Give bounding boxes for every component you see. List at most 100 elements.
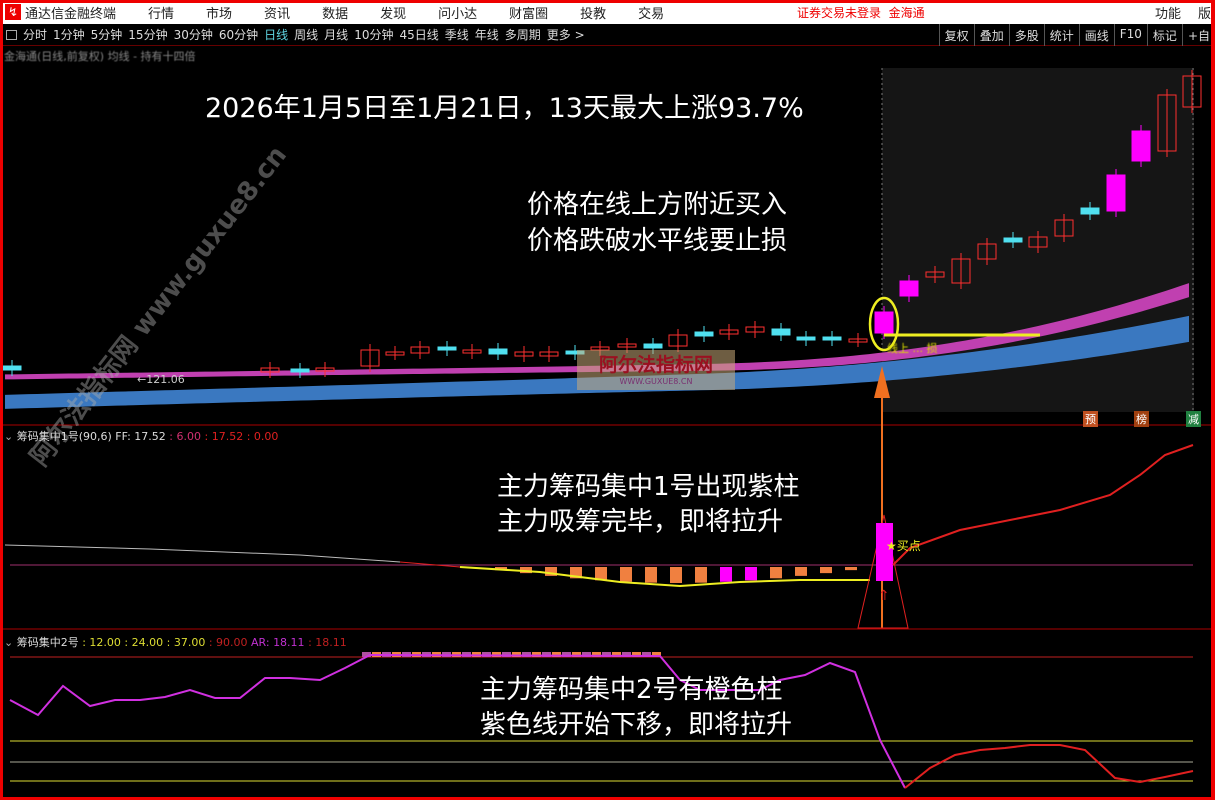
login-status[interactable]: 证券交易未登录 金海通: [797, 4, 925, 21]
headline-annotation: 2026年1月5日至1月21日，13天最大上涨93.7%: [205, 93, 804, 124]
candle-body: [694, 331, 714, 337]
candle-body: [437, 346, 457, 351]
center-watermark: 阿尔法指标网 WWW.GUXUE8.CN: [577, 350, 735, 390]
ind1-bar: [557, 567, 570, 578]
period-tab[interactable]: 分时: [23, 28, 48, 42]
tool-button[interactable]: F10: [1113, 24, 1147, 46]
period-tab[interactable]: 周线: [294, 28, 319, 42]
candle-body: [925, 271, 945, 278]
price-label: ←121.06: [137, 373, 185, 386]
ind1-note-2: 主力吸筹完毕，即将拉升: [497, 507, 784, 537]
collapse-icon[interactable]: ⌄: [4, 430, 14, 443]
candle-body: [1080, 207, 1100, 215]
period-tab[interactable]: 45日线: [399, 28, 439, 42]
candle-body: [1182, 75, 1202, 108]
tool-button[interactable]: 多股: [1008, 24, 1044, 46]
app-title: 通达信金融终端: [25, 6, 117, 22]
period-tab[interactable]: 1分钟: [53, 28, 85, 42]
candle-body: [462, 349, 482, 354]
ind2-ar-line: [9, 653, 906, 789]
buy-line-label: 线上 ... 损: [887, 342, 938, 355]
candle-body: [617, 343, 637, 348]
tag-jian[interactable]: 减: [1186, 411, 1201, 427]
candle-body: [1131, 130, 1151, 162]
watermark-cn: 阿尔法指标网: [598, 354, 713, 376]
period-tab[interactable]: 多周期: [504, 28, 541, 42]
ind2-note-2: 紫色线开始下移，即将拉升: [480, 710, 793, 740]
menu-item[interactable]: 财富圈: [509, 6, 549, 22]
ind1-bar: [845, 567, 857, 571]
indicator2-header: ⌄ 筹码集中2号 : 12.00 : 24.00 : 37.00 : 90.00…: [4, 634, 347, 650]
ind1-bar: [782, 567, 795, 578]
menu-item[interactable]: 数据: [322, 6, 349, 22]
candle-body: [1028, 236, 1048, 248]
tool-button[interactable]: 标记: [1146, 24, 1182, 46]
buy-rule-2: 价格跌破水平线要止损: [527, 226, 788, 256]
candle-body: [539, 351, 559, 357]
indicator1-name[interactable]: 筹码集中1号(90,6): [16, 430, 112, 443]
ind1-bar: [732, 567, 745, 582]
period-tab[interactable]: 30分钟: [173, 28, 213, 42]
period-tab[interactable]: 60分钟: [218, 28, 259, 42]
ind1-bar: [682, 567, 695, 583]
app-logo-icon: ↯: [5, 4, 21, 20]
menu-item[interactable]: 问小达: [438, 6, 478, 22]
collapse-icon[interactable]: ⌄: [4, 636, 14, 649]
period-tab[interactable]: 更多 >: [546, 28, 585, 42]
ind2-orange-bar: [542, 652, 551, 657]
indicator1-header: ⌄ 筹码集中1号(90,6) FF: 17.52 : 6.00 : 17.52 …: [4, 428, 278, 444]
tag-yu[interactable]: 预: [1083, 411, 1098, 427]
indicator1-v2: : 17.52: [204, 430, 244, 443]
period-tab[interactable]: 日线: [264, 28, 289, 42]
menu-item[interactable]: 交易: [638, 6, 665, 22]
menu-item[interactable]: 行情: [148, 6, 175, 22]
tool-button[interactable]: 复权: [938, 24, 974, 46]
indicator2-v4: : 90.00: [208, 636, 248, 649]
ind1-bar: [645, 567, 657, 583]
period-tab[interactable]: 月线: [324, 28, 349, 42]
ind2-note-1: 主力筹码集中2号有橙色柱: [480, 675, 783, 705]
indicator2-name[interactable]: 筹码集中2号: [16, 636, 79, 649]
period-toolbar: 分时 1分钟 5分钟 15分钟 30分钟 60分钟 日线 周线 月线 10分钟 45日线 季线 年线 多周…: [0, 24, 1215, 46]
period-tab[interactable]: 季线: [444, 28, 469, 42]
candle-body: [668, 334, 688, 347]
period-tab[interactable]: 年线: [474, 28, 499, 42]
menu-item[interactable]: 发现: [380, 6, 407, 22]
indicator1-v1: : 6.00: [169, 430, 201, 443]
tool-button[interactable]: +自: [1181, 24, 1215, 46]
sidebar-toggle-icon[interactable]: [6, 29, 17, 40]
indicator2-v1: : 12.00: [82, 636, 121, 649]
menu-item[interactable]: 市场: [206, 6, 233, 22]
ind2-orange-bar: [612, 652, 621, 657]
tool-button[interactable]: 统计: [1043, 24, 1079, 46]
tag-bang[interactable]: 榜: [1134, 411, 1149, 427]
ind1-bar: [632, 567, 645, 583]
tool-button[interactable]: 画线: [1078, 24, 1114, 46]
candle-body: [796, 336, 816, 341]
menu-func[interactable]: 功能: [1155, 6, 1182, 22]
ind1-line-red-rise: [892, 444, 1194, 566]
tool-button[interactable]: 叠加: [973, 24, 1009, 46]
candle-body: [1003, 237, 1023, 243]
ind1-bar: [695, 567, 707, 583]
ind1-bar: [707, 567, 720, 583]
period-tab[interactable]: 15分钟: [128, 28, 168, 42]
period-tab[interactable]: 10分钟: [354, 28, 394, 42]
menu-ver[interactable]: 版: [1198, 6, 1212, 22]
candle-body: [360, 349, 380, 367]
ind1-bar: [720, 567, 732, 582]
ind1-bar: [857, 567, 870, 569]
candle-body: [260, 367, 280, 373]
ind1-bar: [820, 567, 832, 574]
ind2-orange-bar: [652, 652, 661, 657]
candle-body: [977, 243, 997, 260]
double-up-arrow-icon: ⇑: [878, 588, 890, 604]
ind1-bar: [520, 567, 532, 574]
menu-item[interactable]: 资讯: [264, 6, 291, 22]
ind1-bar: [570, 567, 582, 579]
menu-item[interactable]: 投教: [580, 6, 607, 22]
period-tab[interactable]: 5分钟: [90, 28, 123, 42]
candle-body: [385, 351, 405, 356]
candle-body: [2, 365, 22, 371]
buy-point-label: ★买点: [886, 539, 921, 553]
